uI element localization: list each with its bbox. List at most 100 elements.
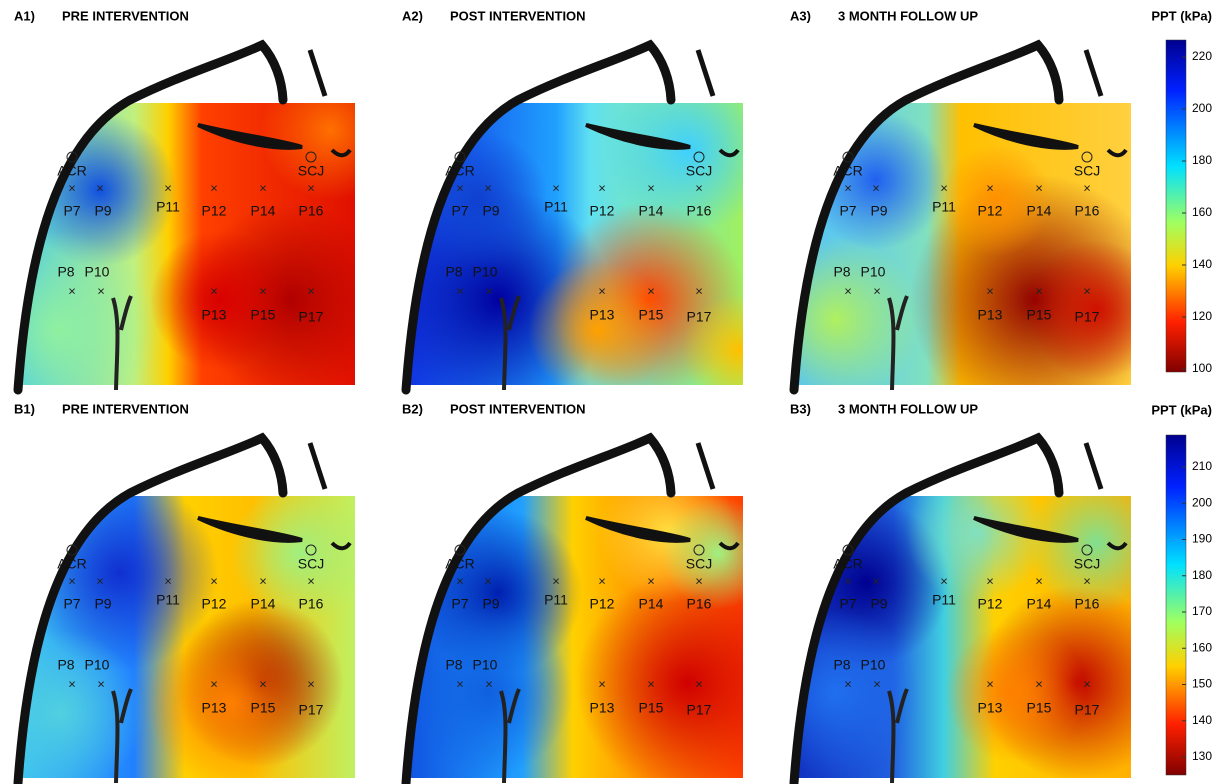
landmark-label: ACR <box>833 556 863 572</box>
point-label: P15 <box>251 700 276 716</box>
point-label: P12 <box>590 596 615 612</box>
panel-id: B3) <box>790 401 811 416</box>
point-label: P10 <box>861 264 886 280</box>
point-label: P13 <box>978 700 1003 716</box>
colorbar-tick-label: 130 <box>1192 749 1212 763</box>
landmark-label: ACR <box>445 163 475 179</box>
point-label: P14 <box>251 596 276 612</box>
colorbar-title: PPT (kPa) <box>1151 402 1212 417</box>
point-label: P12 <box>202 596 227 612</box>
colorbar-tick-label: 160 <box>1192 205 1212 219</box>
point-marker: × <box>1083 283 1091 298</box>
point-label: P15 <box>1027 307 1052 323</box>
colorbar-tick-label: 180 <box>1192 153 1212 167</box>
panel-title: 3 MONTH FOLLOW UP <box>838 8 978 23</box>
point-marker: × <box>598 573 606 588</box>
point-marker: × <box>844 676 852 691</box>
point-marker: × <box>647 283 655 298</box>
colorbar <box>1166 435 1186 775</box>
point-marker: × <box>259 283 267 298</box>
point-marker: × <box>307 573 315 588</box>
point-marker: × <box>844 573 852 588</box>
heatmap <box>386 66 794 412</box>
point-marker: × <box>68 180 76 195</box>
colorbar-tick-label: 150 <box>1192 677 1212 691</box>
point-marker: × <box>307 180 315 195</box>
heatmap <box>403 463 800 784</box>
point-marker: × <box>598 676 606 691</box>
point-label: P8 <box>57 657 74 673</box>
point-marker: × <box>695 180 703 195</box>
point-label: P17 <box>299 309 324 325</box>
point-marker: × <box>872 573 880 588</box>
colorbar-tick-label: 180 <box>1192 568 1212 582</box>
point-marker: × <box>844 180 852 195</box>
point-label: P7 <box>63 203 80 219</box>
point-label: P13 <box>590 307 615 323</box>
point-marker: × <box>210 573 218 588</box>
heatmap <box>0 60 400 428</box>
landmark-label: ACR <box>833 163 863 179</box>
point-marker: × <box>647 676 655 691</box>
point-marker: × <box>1035 180 1043 195</box>
point-label: P15 <box>251 307 276 323</box>
point-marker: × <box>986 676 994 691</box>
point-marker: × <box>456 676 464 691</box>
point-marker: × <box>1035 283 1043 298</box>
panel-id: A1) <box>14 8 35 23</box>
point-marker: × <box>96 573 104 588</box>
panel-id: B2) <box>402 401 423 416</box>
point-marker: × <box>1083 573 1091 588</box>
point-label: P11 <box>544 592 568 608</box>
point-label: P10 <box>85 264 110 280</box>
panel: A2)POST INTERVENTION×P7×P9×P11×P12×P14×P… <box>386 8 794 412</box>
panel-title: POST INTERVENTION <box>450 8 586 23</box>
point-marker: × <box>940 180 948 195</box>
point-label: P13 <box>202 307 227 323</box>
point-label: P11 <box>544 199 568 215</box>
panel-title: POST INTERVENTION <box>450 401 586 416</box>
point-label: P16 <box>299 596 324 612</box>
point-marker: × <box>210 283 218 298</box>
point-label: P11 <box>932 199 956 215</box>
point-label: P14 <box>639 203 664 219</box>
point-marker: × <box>986 180 994 195</box>
landmark-label: SCJ <box>298 556 324 572</box>
point-label: P16 <box>1075 596 1100 612</box>
point-marker: × <box>484 573 492 588</box>
neck-line <box>698 50 713 96</box>
point-marker: × <box>873 676 881 691</box>
landmark-label: SCJ <box>1074 163 1100 179</box>
point-marker: × <box>456 573 464 588</box>
point-marker: × <box>307 283 315 298</box>
point-marker: × <box>259 676 267 691</box>
point-label: P10 <box>861 657 886 673</box>
point-label: P7 <box>839 203 856 219</box>
point-label: P9 <box>870 203 887 219</box>
point-marker: × <box>1083 180 1091 195</box>
point-marker: × <box>986 573 994 588</box>
point-label: P17 <box>299 702 324 718</box>
point-label: P9 <box>94 203 111 219</box>
panel-title: PRE INTERVENTION <box>62 401 189 416</box>
point-marker: × <box>844 283 852 298</box>
point-marker: × <box>873 283 881 298</box>
point-marker: × <box>456 283 464 298</box>
point-marker: × <box>598 283 606 298</box>
neck-line <box>1086 443 1101 489</box>
colorbar-tick-label: 120 <box>1192 309 1212 323</box>
point-marker: × <box>68 676 76 691</box>
point-label: P9 <box>482 203 499 219</box>
point-marker: × <box>986 283 994 298</box>
point-label: P7 <box>451 203 468 219</box>
point-marker: × <box>164 573 172 588</box>
point-label: P12 <box>202 203 227 219</box>
point-marker: × <box>485 283 493 298</box>
point-marker: × <box>1035 573 1043 588</box>
point-label: P8 <box>445 657 462 673</box>
point-label: P8 <box>445 264 462 280</box>
panel: A1)PRE INTERVENTION×P7×P9×P11×P12×P14×P1… <box>0 8 400 428</box>
point-label: P12 <box>590 203 615 219</box>
point-marker: × <box>484 180 492 195</box>
panel-id: B1) <box>14 401 35 416</box>
